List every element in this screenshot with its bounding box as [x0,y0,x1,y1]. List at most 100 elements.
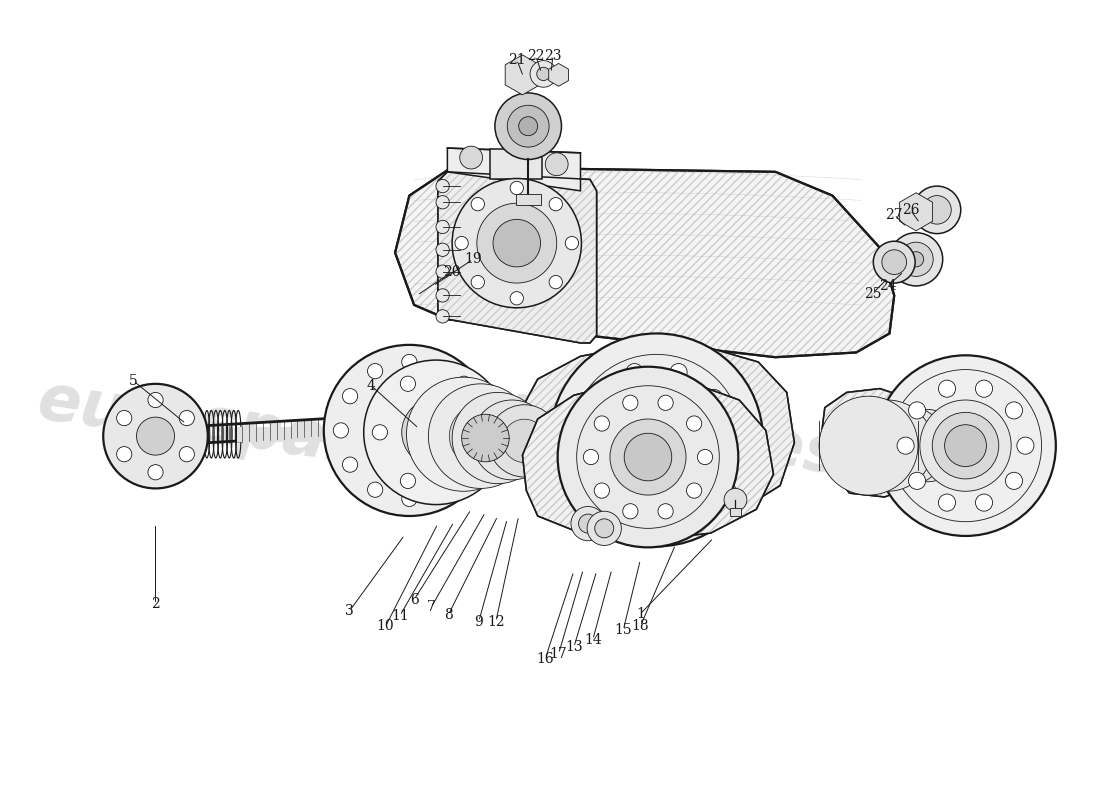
Circle shape [579,514,597,533]
Text: 11: 11 [390,609,409,623]
Circle shape [898,437,914,454]
Circle shape [706,390,723,406]
Circle shape [471,275,484,289]
Text: 1: 1 [636,607,645,621]
Circle shape [594,416,609,431]
Circle shape [488,405,561,477]
Circle shape [549,198,562,210]
Circle shape [400,376,416,391]
Circle shape [719,431,736,449]
Text: 19: 19 [464,252,482,266]
Text: 2: 2 [151,598,160,611]
Text: 17: 17 [550,647,568,661]
Circle shape [576,431,594,449]
Circle shape [472,400,552,480]
Circle shape [477,203,557,283]
Text: 10: 10 [377,619,395,634]
Text: 6: 6 [409,593,418,606]
Circle shape [571,506,605,541]
Circle shape [976,494,992,511]
Circle shape [891,410,964,482]
Bar [729,508,741,516]
Circle shape [670,363,688,381]
Text: 4: 4 [367,378,376,393]
Text: eurospares: eurospares [34,370,442,487]
Circle shape [938,494,956,511]
Circle shape [364,360,508,505]
Circle shape [510,182,524,194]
Circle shape [923,195,952,224]
Circle shape [670,499,688,516]
Circle shape [493,219,540,267]
Circle shape [510,292,524,305]
Circle shape [342,457,358,472]
Circle shape [697,450,713,465]
Text: 23: 23 [544,49,562,63]
Circle shape [867,406,946,486]
Text: 15: 15 [615,623,632,637]
Polygon shape [438,172,596,343]
Circle shape [400,474,416,489]
Polygon shape [821,389,923,497]
Polygon shape [519,345,794,526]
Circle shape [455,237,469,250]
Polygon shape [522,381,773,541]
Circle shape [436,289,449,302]
Circle shape [456,474,472,489]
Circle shape [484,425,499,440]
Text: 16: 16 [537,651,554,666]
Circle shape [913,186,960,234]
Circle shape [367,482,383,498]
Text: 8: 8 [444,608,453,622]
Circle shape [1005,472,1023,490]
Circle shape [938,380,956,398]
Circle shape [436,265,449,278]
Circle shape [820,396,918,495]
Circle shape [456,376,472,391]
Circle shape [591,390,607,406]
Circle shape [117,446,132,462]
Circle shape [623,504,638,519]
Circle shape [550,334,763,546]
Circle shape [402,491,417,506]
Circle shape [507,106,549,147]
Circle shape [899,242,933,277]
Circle shape [882,250,906,274]
Text: 24: 24 [879,279,896,293]
Circle shape [594,483,609,498]
Bar [491,149,542,179]
Circle shape [323,345,495,516]
Text: 25: 25 [864,286,881,301]
Circle shape [428,384,532,489]
Circle shape [628,411,685,469]
Circle shape [333,423,349,438]
Circle shape [503,419,546,462]
Circle shape [530,61,557,87]
Circle shape [932,412,999,479]
Text: 3: 3 [345,604,354,618]
Circle shape [920,400,1011,491]
Circle shape [402,354,417,370]
Circle shape [436,195,449,209]
Circle shape [842,400,933,491]
Circle shape [686,483,702,498]
Circle shape [366,388,452,474]
Circle shape [452,392,543,484]
Text: eurospares: eurospares [438,370,847,487]
Circle shape [436,220,449,234]
Circle shape [452,178,582,308]
Circle shape [909,402,925,419]
Circle shape [436,363,451,378]
Circle shape [565,237,579,250]
Circle shape [686,416,702,431]
Circle shape [367,363,383,378]
Circle shape [876,355,1056,536]
Circle shape [609,419,686,495]
Polygon shape [395,167,894,358]
Circle shape [179,410,195,426]
Circle shape [658,504,673,519]
Text: 7: 7 [427,600,436,614]
Text: 20: 20 [443,265,461,278]
Circle shape [1016,437,1034,454]
Circle shape [470,423,485,438]
